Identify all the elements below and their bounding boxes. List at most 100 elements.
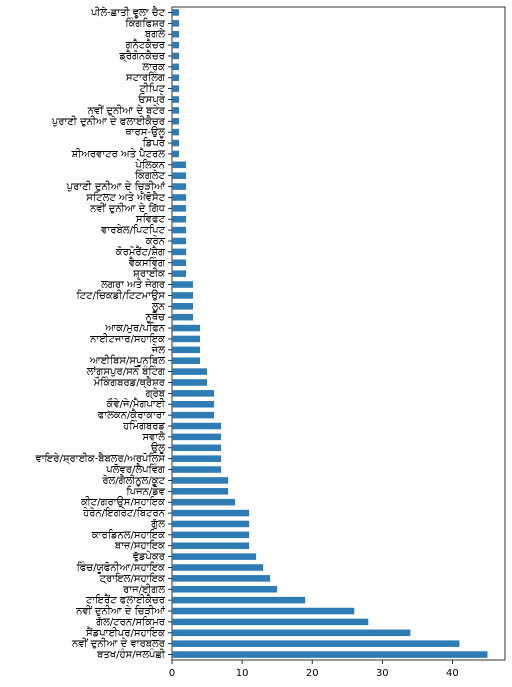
bar — [172, 194, 187, 201]
bar — [172, 422, 222, 430]
y-tick-label: ਸਟਾਰਲਿੰਗ — [125, 72, 166, 84]
y-tick-label: ਕਾਰਡਿਨਲ/ਸਹਾਇਕ — [91, 529, 165, 541]
y-tick-label: ਪੁਰਾਣੀ ਦੁਨੀਆ ਦੇ ਚਿੜੀਆਂ — [66, 181, 166, 193]
bar — [172, 553, 257, 560]
bar — [172, 346, 201, 354]
y-tick-label: ਪੀਲੇ-ਛਾਤੀ ਵੂਲਾ ਚੈਟ — [90, 6, 166, 18]
y-tick-label: ਵਾਇਰੇ/ਸ਼੍ਰਾਈਕ-ਬੈਬਲਰ/ਅਰਪੋਲਿਸ — [34, 452, 165, 465]
bar — [172, 509, 250, 517]
bar — [172, 183, 187, 190]
bar — [172, 477, 229, 484]
bar — [172, 531, 250, 539]
bar — [172, 52, 180, 60]
bar — [172, 324, 201, 332]
bar — [172, 618, 369, 626]
y-tick-label: ਗੱਲ/ਟਰਨ/ਸਕਿਮਰ — [95, 616, 166, 628]
y-tick-label: ਸਵਾਲੋ — [141, 430, 165, 443]
x-tick-label: 0 — [169, 668, 175, 679]
bar — [172, 313, 194, 321]
y-tick-label: ਰੇਲ/ਗੈਲੀਨੂਲ/ਕੂਟ — [101, 474, 165, 486]
bar — [172, 118, 180, 125]
bar — [172, 292, 194, 299]
x-tick-label: 40 — [446, 668, 459, 679]
y-tick-label: ਨਵੀਂ ਦੁਨੀਆ ਦੇ ਬਟੇਰ — [87, 104, 166, 116]
bar — [172, 390, 215, 397]
y-tick-label: ਵੁੱਡਪੇਕਰ — [132, 551, 166, 563]
y-tick-label: ਨਵੀਂ ਦੁਨੀਆ ਦੇ ਚਿੜੀਆਂ — [75, 605, 166, 617]
y-tick-label: ਫਿੰਚ/ਯੂਫੋਨੀਆ/ਸਹਾਇਕ — [76, 560, 166, 573]
y-tick-label: ਟ੍ਰਾਇਲ/ਸਹਾਇਕ — [99, 572, 166, 584]
bar — [172, 248, 187, 256]
bar — [172, 455, 222, 462]
y-tick-label: ਗ੍ਰੇਬ — [145, 387, 166, 399]
bar — [172, 20, 180, 27]
plot-frame — [171, 6, 506, 661]
bar — [172, 542, 250, 549]
bar — [172, 498, 236, 506]
y-tick-label: ਵਾਰਬੇਲ/ਪਿਟਪਿਟ — [100, 224, 165, 236]
y-tick-label: ਕੌਵੇ/ਜੇ/ਮੈਗਪਾਈ — [106, 398, 166, 410]
x-tick-label: 30 — [376, 668, 389, 679]
y-tick-label: ਬਗਲੇ — [144, 28, 165, 40]
bar — [172, 161, 187, 169]
y-tick-label: ਸ਼੍ਰਾਈਕ — [132, 268, 165, 280]
bar — [172, 85, 180, 92]
bar — [172, 9, 180, 16]
bar — [172, 520, 250, 528]
y-tick-label: ਬਾਜ਼/ਸਹਾਇਕ — [114, 540, 165, 552]
y-tick-label: ਲਾਰਕ — [141, 62, 165, 73]
bar — [172, 205, 187, 212]
bar — [172, 270, 187, 277]
bar — [172, 596, 306, 604]
y-tick-label: ਆਈਬਿਸ/ਸਪੂਨਬਿਲ — [89, 355, 165, 367]
bar — [172, 63, 180, 71]
bar — [172, 379, 208, 386]
bar — [172, 357, 201, 364]
y-tick-label: ਕਿੰਗਲੇਟ — [134, 170, 166, 182]
bar — [172, 226, 187, 234]
bar — [172, 96, 180, 103]
y-tick-label: ਸੈਂਡਪਾਈਪਰ/ਸਹਾਇਕ — [85, 627, 165, 639]
y-tick-label: ਗੁੱਲ — [150, 518, 165, 530]
y-tick-label: ਲਗਰਾ ਅਤੇ ਜੇਗਰ — [100, 279, 166, 291]
bar — [172, 107, 180, 114]
y-tick-label: ਕੋਰਮੋਰੈਂਟ/ਸ਼ੈਗ — [115, 245, 166, 258]
y-tick-label: ਡਿਪਰ — [142, 137, 166, 149]
y-tick-label: ਕਿੰਗਫਿਸ਼ਰ — [124, 17, 165, 29]
bar — [172, 444, 222, 452]
y-tick-label: ਫਾਲਕਨ/ਕੈਰਾਕਾਰਾ — [97, 409, 166, 421]
bar — [172, 41, 180, 49]
y-tick-label: ਨਾਈਟਜਾਰ/ਸਹਾਇਕ — [89, 333, 165, 345]
bar — [172, 585, 278, 593]
bar — [172, 629, 411, 637]
bar — [172, 466, 222, 473]
bar — [172, 575, 271, 582]
y-tick-label: ਹੇਰੋਨ/ਇਗਰੇਟ/ਬਿਟਰਨ — [82, 506, 166, 519]
bar — [172, 607, 355, 615]
y-tick-label: ਮੌਕਿੰਗਬਰਡ/ਥ੍ਰੈਸ਼ਰ — [93, 376, 166, 388]
bar — [172, 237, 187, 245]
y-tick-label: ਹਮਿੰਗਬਰਡ — [122, 420, 165, 432]
y-tick-label: ਸ਼ੀਅਰਵਾਟਰ ਅਤੇ ਪੈਟਰਲ — [71, 148, 166, 160]
y-tick-label: ਟੀਪਿਟ — [139, 83, 166, 95]
y-tick-label: ਸਟਿਲਟ ਅਤੇ ਐਵੋਸੈਟ — [85, 190, 165, 203]
y-tick-label: ਡ੍ਰੈਗੋਨਕੈਚਰ — [118, 49, 165, 62]
y-tick-label: ਆਕ/ਮੁਰ/ਪਫਿਨ — [104, 322, 165, 334]
y-tick-label: ਸਵਿਫਟ — [135, 213, 166, 225]
y-tick-label: ਨਵੀਂ ਦੁਨੀਆ ਦੇ ਗਿੱਧ — [89, 202, 166, 214]
x-tick-label: 20 — [306, 668, 319, 679]
y-tick-label: ਉਲੂ — [150, 442, 165, 454]
y-tick-label: ਲਾਂਗਸਪੁਰ/ਸਨੋ ਬੰਟਿੰਗ — [86, 365, 166, 378]
y-tick-label: ਪੇਲਿਕਨ — [135, 159, 166, 171]
bar — [172, 400, 215, 408]
y-tick-label: ਬਤਖ/ਹੰਸ/ਜਲਪੰਛੀ — [96, 649, 166, 661]
y-tick-label: ਪੁਰਾਣੀ ਦੁਨੀਆ ਦੇ ਫਲਾਈਕੈਚਰ — [51, 115, 166, 127]
y-tick-label: ਓਸਪ੍ਰੇ — [138, 94, 166, 106]
y-tick-label: ਲੂਨ — [151, 301, 166, 312]
bar — [172, 128, 180, 136]
bar — [172, 564, 264, 571]
y-tick-label: ਕੀਟ/ਗਰਾਉਸ/ਸਹਾਇਕ — [80, 496, 165, 508]
bar — [172, 368, 208, 375]
bar — [172, 259, 187, 267]
